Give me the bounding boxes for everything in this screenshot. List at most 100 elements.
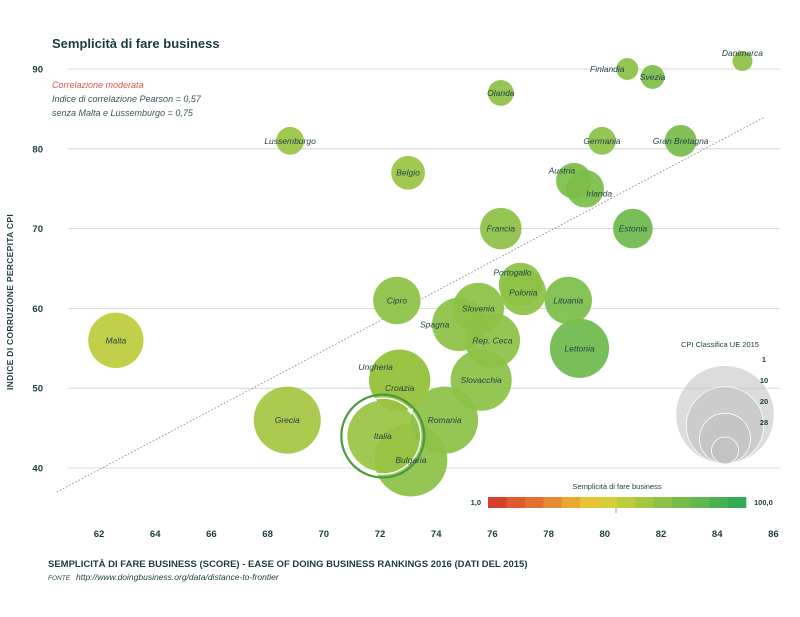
label-cipro: Cipro: [387, 295, 408, 305]
x-tick-72: 72: [375, 529, 386, 540]
y-tick-80: 80: [32, 144, 43, 155]
bubble-slovenia[interactable]: [452, 282, 505, 335]
label-bulgaria: Bulgaria: [395, 455, 426, 465]
label-olanda: Olanda: [487, 88, 515, 98]
color-legend: Semplicità di fare business 1,0 100,0: [471, 482, 773, 513]
label-estonia: Estonia: [619, 224, 648, 234]
bubble-germania[interactable]: [588, 126, 616, 155]
color-legend-swatch-3: [543, 497, 563, 508]
x-tick-70: 70: [319, 529, 330, 540]
bubble-lussemburgo[interactable]: [276, 126, 304, 155]
highlight-ring-inner: [344, 397, 422, 475]
color-legend-swatch-0: [488, 497, 507, 508]
color-legend-swatch-12: [709, 497, 728, 508]
bubble-labels: Danimarca Finlandia Svezia Olanda Lussemburg…: [105, 48, 763, 465]
source-key: FONTE: [48, 575, 71, 582]
label-finlandia: Finlandia: [590, 64, 625, 74]
bubble-lettonia[interactable]: [549, 318, 610, 378]
x-tick-82: 82: [656, 529, 667, 540]
label-belgio: Belgio: [396, 168, 420, 178]
y-tick-50: 50: [32, 384, 43, 395]
label-malta: Malta: [105, 335, 126, 345]
x-tick-62: 62: [94, 529, 105, 540]
bubbles: [88, 51, 753, 497]
y-tick-labels: 40 50 60 70 80 90: [32, 65, 43, 475]
pearson-without-note: senza Malta e Lussemburgo = 0,75: [52, 108, 194, 118]
y-tick-70: 70: [32, 224, 43, 235]
size-legend-label-1: 1: [762, 355, 766, 364]
y-tick-90: 90: [32, 65, 43, 76]
chart-title: Semplicità di fare business: [52, 36, 220, 51]
x-tick-78: 78: [543, 529, 554, 540]
x-axis-label: SEMPLICITÀ DI FARE BUSINESS (SCORE) - EA…: [48, 559, 527, 570]
color-legend-title: Semplicità di fare business: [572, 482, 661, 491]
size-legend-label-28: 28: [760, 418, 768, 427]
color-legend-min: 1,0: [471, 498, 481, 507]
y-tick-60: 60: [32, 304, 43, 315]
label-svezia: Svezia: [640, 72, 666, 82]
bubble-svezia[interactable]: [640, 65, 665, 89]
bubble-lituania[interactable]: [544, 276, 592, 325]
x-tick-64: 64: [150, 529, 161, 540]
color-legend-swatch-9: [653, 497, 673, 508]
size-legend-title: CPI Classifica UE 2015: [681, 340, 759, 349]
label-lituania: Lituania: [553, 295, 583, 305]
label-austria: Austria: [548, 166, 576, 176]
correlation-note: Correlazione moderata: [52, 80, 144, 90]
label-irlanda: Irlanda: [586, 189, 612, 199]
source-url[interactable]: http://www.doingbusiness.org/data/distan…: [76, 572, 280, 582]
color-legend-swatch-2: [524, 497, 544, 508]
label-portogallo: Portogallo: [493, 267, 532, 277]
label-polonia: Polonia: [509, 287, 538, 297]
label-spagna: Spagna: [420, 319, 450, 329]
label-croazia: Croazia: [385, 383, 415, 393]
label-italia: Italia: [374, 431, 392, 441]
bubble-gran-bretagna[interactable]: [664, 124, 697, 157]
x-tick-84: 84: [712, 529, 723, 540]
bubble-portogallo[interactable]: [498, 262, 543, 307]
bubble-olanda[interactable]: [487, 80, 514, 106]
bubble-austria[interactable]: [556, 162, 592, 199]
label-romania: Romania: [428, 415, 462, 425]
size-legend-circle-1: [711, 436, 739, 465]
x-tick-74: 74: [431, 529, 442, 540]
label-lettonia: Lettonia: [564, 343, 595, 353]
size-legend-label-20: 20: [760, 397, 768, 406]
color-legend-swatch-7: [617, 497, 636, 508]
grid-lines: [68, 68, 780, 469]
trendline: [56, 116, 766, 493]
trendline-line: [56, 116, 766, 493]
y-axis-label: INDICE DI CORRUZIONE PERCEPITA CPI: [5, 214, 15, 390]
bubble-cipro[interactable]: [373, 276, 421, 325]
label-gran-bretagna: Gran Bretagna: [653, 136, 709, 146]
label-grecia: Grecia: [275, 415, 300, 425]
label-slovacchia: Slovacchia: [461, 375, 502, 385]
bubble-danimarca[interactable]: [732, 51, 753, 72]
color-legend-max: 100,0: [754, 498, 773, 507]
bubble-francia[interactable]: [480, 207, 522, 250]
y-tick-40: 40: [32, 464, 43, 475]
bubble-malta[interactable]: [88, 312, 144, 368]
color-legend-swatch-5: [580, 497, 599, 508]
highlight-ring: [340, 393, 426, 479]
size-legend: CPI Classifica UE 2015 1 10 20 28: [675, 340, 775, 465]
color-legend-swatch-8: [635, 497, 655, 508]
bubble-belgio[interactable]: [391, 155, 425, 190]
pearson-note: Indice di correlazione Pearson = 0,57: [52, 94, 202, 104]
x-tick-labels: 62 64 66 68 70 72 74 76 78 80 82 84 86: [94, 529, 779, 540]
x-tick-66: 66: [206, 529, 217, 540]
x-tick-86: 86: [768, 529, 779, 540]
bubble-estonia[interactable]: [613, 208, 653, 249]
size-legend-label-10: 10: [760, 376, 768, 385]
bubble-finlandia[interactable]: [616, 58, 639, 80]
color-legend-swatch-6: [598, 497, 618, 508]
bubble-italia[interactable]: [347, 400, 419, 472]
color-legend-swatch-1: [506, 497, 526, 508]
color-legend-swatch-4: [561, 497, 581, 508]
label-germania: Germania: [583, 136, 621, 146]
label-lussemburgo: Lussemburgo: [264, 136, 316, 146]
label-ungheria: Ungheria: [358, 362, 393, 372]
bubble-grecia[interactable]: [253, 386, 321, 454]
label-danimarca: Danimarca: [722, 48, 763, 58]
